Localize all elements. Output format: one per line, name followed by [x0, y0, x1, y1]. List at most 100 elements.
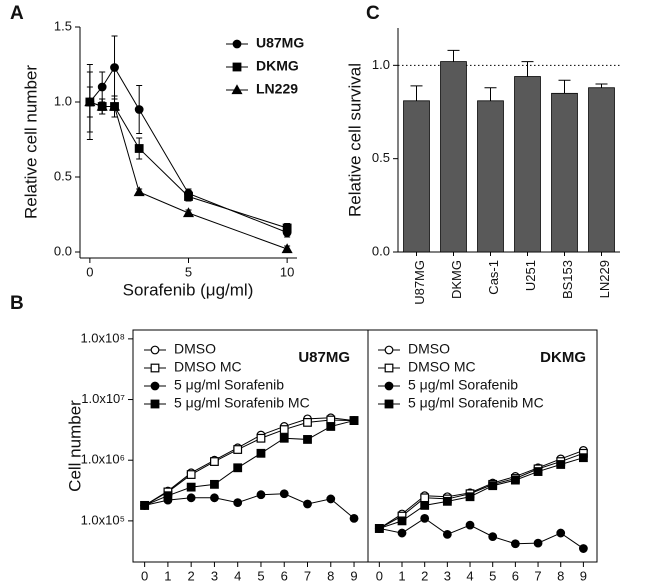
x-tick-label: 10 — [280, 264, 294, 279]
bar — [477, 100, 504, 253]
bar — [440, 61, 467, 253]
x-tick-label: 5 — [489, 568, 496, 581]
series-line — [144, 493, 355, 519]
marker — [465, 492, 475, 502]
error-bar — [595, 83, 608, 88]
marker — [420, 493, 430, 503]
panel-label: B — [10, 293, 24, 314]
marker — [134, 144, 144, 153]
x-tick-label: DKMG — [449, 260, 464, 299]
marker — [182, 207, 195, 218]
x-tick-label: 9 — [580, 568, 587, 581]
marker — [420, 513, 430, 523]
x-tick-label: 9 — [350, 568, 357, 581]
marker — [349, 513, 359, 523]
y-tick-label: 1.0x10⁶ — [81, 452, 125, 467]
marker — [326, 494, 336, 504]
y-tick-label: 1.0 — [54, 93, 72, 108]
annotation: U87MG — [298, 349, 350, 366]
marker — [510, 539, 520, 549]
x-tick-label: 0 — [376, 568, 383, 581]
marker — [150, 363, 160, 373]
marker — [210, 479, 219, 489]
marker — [533, 467, 543, 476]
marker — [384, 381, 394, 391]
series-line — [379, 452, 584, 529]
x-tick-label: 7 — [534, 568, 541, 581]
y-axis-label: Cell number — [65, 400, 84, 492]
marker — [150, 381, 160, 391]
x-tick-label: 8 — [327, 568, 334, 581]
legend-label: DMSO — [174, 341, 216, 357]
marker — [397, 516, 407, 526]
x-tick-label: 1 — [398, 568, 405, 581]
marker — [303, 435, 312, 444]
error-bar — [484, 87, 497, 101]
y-tick-label: 0.0 — [54, 243, 72, 258]
bar — [588, 87, 615, 253]
legend-label: DMSO MC — [408, 359, 476, 375]
marker — [256, 490, 266, 500]
series-line — [379, 449, 584, 529]
marker — [97, 82, 107, 92]
error-bar — [410, 85, 423, 101]
x-tick-label: 6 — [512, 568, 519, 581]
x-tick-label: 2 — [188, 568, 195, 581]
bar — [551, 92, 578, 253]
legend-label: DKMG — [256, 58, 299, 74]
marker — [384, 345, 394, 355]
marker — [110, 63, 119, 72]
x-tick-label: BS153 — [560, 260, 575, 299]
marker — [140, 500, 150, 510]
panel-label: C — [366, 3, 380, 24]
marker — [533, 538, 543, 548]
bar — [403, 100, 430, 253]
marker — [349, 416, 359, 425]
marker — [186, 470, 196, 479]
marker — [510, 475, 520, 485]
marker — [282, 223, 292, 233]
y-tick-label: 0.5 — [372, 150, 390, 165]
marker — [134, 105, 144, 114]
x-tick-label: U87MG — [412, 260, 427, 305]
panel-label: A — [10, 3, 24, 24]
marker — [233, 445, 243, 454]
y-tick-label: 1.0x10⁸ — [80, 330, 125, 345]
marker — [397, 528, 407, 538]
y-tick-label: 1.0 — [372, 57, 390, 72]
x-tick-label: 5 — [257, 568, 264, 581]
marker — [488, 481, 498, 491]
error-bar — [558, 79, 571, 94]
series-line — [89, 101, 288, 250]
marker — [233, 498, 243, 508]
x-tick-label: 2 — [421, 568, 428, 581]
x-tick-label: 7 — [304, 568, 311, 581]
marker — [233, 463, 243, 473]
marker — [210, 493, 219, 503]
marker — [232, 39, 242, 49]
x-tick-label: LN229 — [597, 260, 612, 298]
marker — [384, 363, 394, 373]
x-tick-label: 3 — [211, 568, 218, 581]
marker — [556, 528, 566, 538]
series-line — [144, 417, 355, 506]
marker — [326, 422, 336, 431]
annotation: DKMG — [540, 349, 586, 366]
marker — [442, 529, 452, 539]
legend-label: LN229 — [256, 81, 298, 97]
y-tick-label: 0.0 — [372, 243, 390, 258]
x-tick-label: 4 — [234, 568, 241, 581]
y-tick-label: 0.5 — [54, 168, 72, 183]
marker — [231, 84, 243, 95]
marker — [184, 192, 193, 201]
series-line — [144, 419, 355, 506]
x-tick-label: 0 — [86, 264, 93, 279]
marker — [420, 500, 430, 510]
marker — [556, 460, 566, 469]
marker — [578, 453, 588, 463]
marker — [465, 520, 475, 530]
x-tick-label: 1 — [164, 568, 171, 581]
marker — [578, 544, 588, 553]
x-axis-label: Sorafenib (μg/ml) — [123, 280, 254, 299]
